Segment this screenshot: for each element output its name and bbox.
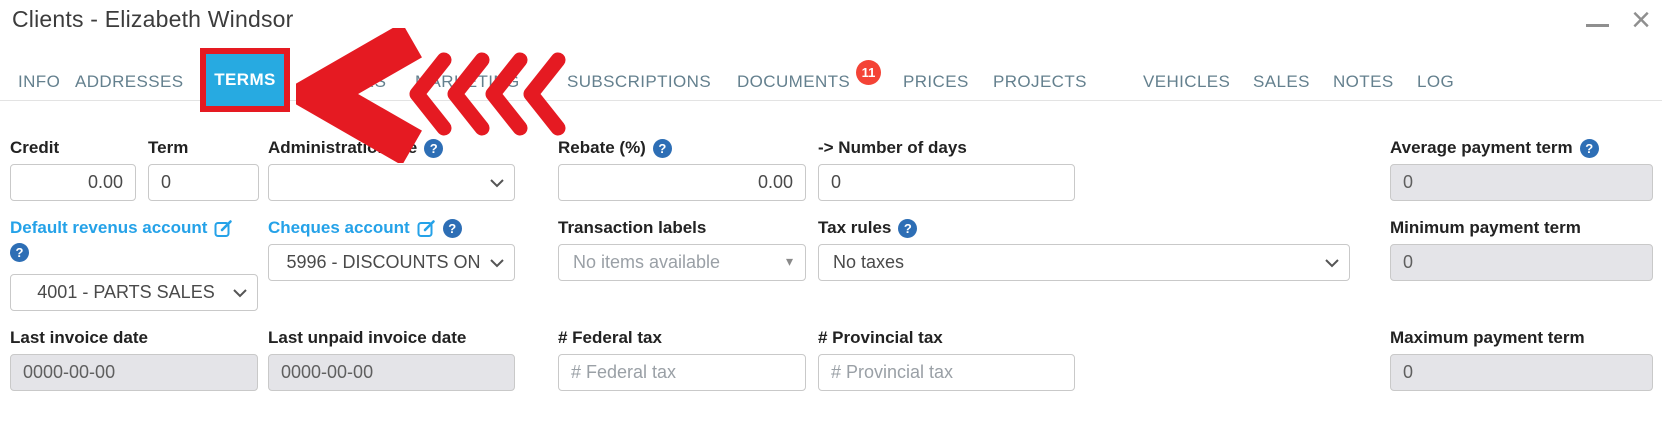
- last-unpaid-invoice-date-input: [268, 354, 515, 391]
- tab-sales[interactable]: SALES: [1253, 72, 1310, 91]
- minimum-payment-term-input: [1390, 244, 1653, 281]
- tab-addresses[interactable]: ADDRESSES: [75, 72, 184, 91]
- chevron-down-icon: [233, 289, 247, 298]
- maximum-payment-term-input: [1390, 354, 1653, 391]
- default-revenue-account-link[interactable]: Default revenus account: [10, 218, 233, 238]
- default-revenue-account-select[interactable]: 4001 - PARTS SALES: [10, 274, 258, 311]
- credit-input[interactable]: [10, 164, 136, 201]
- close-icon[interactable]: ×: [1631, 1, 1651, 39]
- help-icon[interactable]: ?: [10, 243, 29, 262]
- administration-fee-label: Administration fee ?: [268, 138, 444, 158]
- chevron-down-icon: [1325, 259, 1339, 268]
- credit-label: Credit: [10, 138, 60, 157]
- provincial-tax-label: # Provincial tax: [818, 328, 943, 347]
- average-payment-term-input: [1390, 164, 1653, 201]
- help-icon[interactable]: ?: [652, 138, 672, 158]
- last-unpaid-invoice-date-label: Last unpaid invoice date: [268, 328, 467, 347]
- transaction-labels-select[interactable]: No items available ▾: [558, 244, 806, 281]
- average-payment-term-label: Average payment term ?: [1390, 138, 1599, 158]
- tax-rules-select[interactable]: No taxes: [818, 244, 1350, 281]
- rebate-label: Rebate (%) ?: [558, 138, 672, 158]
- tab-terms[interactable]: TERMS: [200, 48, 290, 112]
- help-icon[interactable]: ?: [442, 218, 462, 238]
- provincial-tax-input[interactable]: [818, 354, 1075, 391]
- tab-subscriptions[interactable]: SUBSCRIPTIONS: [567, 72, 712, 91]
- tax-rules-label: Tax rules ?: [818, 218, 918, 238]
- administration-fee-select[interactable]: [268, 164, 515, 201]
- transaction-labels-label: Transaction labels: [558, 218, 707, 237]
- chevron-down-icon: [490, 179, 504, 188]
- tab-prices[interactable]: PRICES: [903, 72, 969, 91]
- window-title: Clients - Elizabeth Windsor: [12, 6, 294, 32]
- edit-icon[interactable]: [214, 219, 233, 238]
- tab-info[interactable]: INFO: [18, 72, 61, 91]
- tab-vehicles[interactable]: VEHICLES: [1143, 72, 1231, 91]
- edit-icon[interactable]: [417, 219, 436, 238]
- help-icon[interactable]: ?: [1579, 138, 1599, 158]
- last-invoice-date-input: [10, 354, 258, 391]
- term-label: Term: [148, 138, 189, 157]
- number-of-days-label: -> Number of days: [818, 138, 967, 157]
- federal-tax-label: # Federal tax: [558, 328, 662, 347]
- number-of-days-input[interactable]: [818, 164, 1075, 201]
- minimum-payment-term-label: Minimum payment term: [1390, 218, 1581, 237]
- documents-count-badge: 11: [856, 60, 881, 85]
- term-input[interactable]: [148, 164, 259, 201]
- help-icon[interactable]: ?: [898, 218, 918, 238]
- tab-projects[interactable]: PROJECTS: [993, 72, 1087, 91]
- tab-log[interactable]: LOG: [1417, 72, 1455, 91]
- federal-tax-input[interactable]: [558, 354, 806, 391]
- tab-divider: [0, 100, 1662, 101]
- cheques-account-select[interactable]: 5996 - DISCOUNTS ON: [268, 244, 515, 281]
- tab-marketing[interactable]: MARKETING: [415, 72, 520, 91]
- tab-sellers[interactable]: SELLERS: [307, 72, 387, 91]
- chevron-down-icon: [490, 259, 504, 268]
- last-invoice-date-label: Last invoice date: [10, 328, 148, 347]
- rebate-input[interactable]: [558, 164, 806, 201]
- cheques-account-link[interactable]: Cheques account ?: [268, 218, 462, 238]
- tab-notes[interactable]: NOTES: [1333, 72, 1394, 91]
- tab-documents[interactable]: DOCUMENTS: [737, 72, 851, 91]
- help-icon[interactable]: ?: [424, 138, 444, 158]
- maximum-payment-term-label: Maximum payment term: [1390, 328, 1585, 347]
- minimize-icon[interactable]: [1586, 24, 1609, 27]
- triangle-down-icon: ▾: [785, 253, 793, 269]
- tab-terms-label: TERMS: [214, 70, 276, 89]
